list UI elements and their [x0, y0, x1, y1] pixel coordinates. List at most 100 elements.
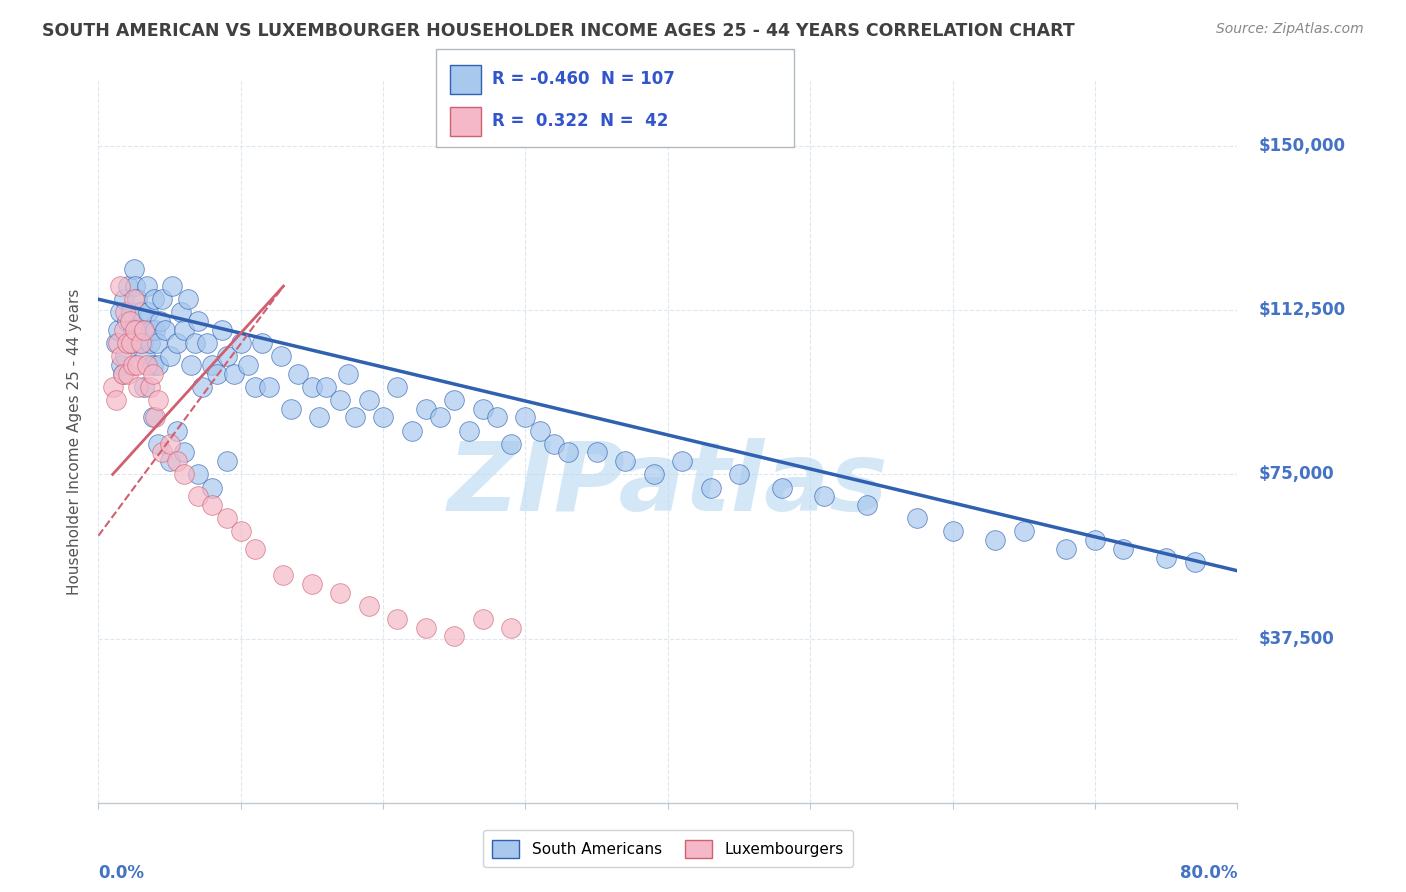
Point	[243, 380, 266, 394]
Point	[173, 445, 195, 459]
Point	[457, 424, 479, 438]
Point	[177, 292, 200, 306]
Point	[1056, 541, 1078, 556]
Point	[813, 489, 835, 503]
Point	[1154, 550, 1177, 565]
Point	[132, 380, 155, 394]
Point	[108, 279, 131, 293]
Point	[132, 323, 155, 337]
Point	[117, 279, 139, 293]
Point	[557, 445, 579, 459]
Text: SOUTH AMERICAN VS LUXEMBOURGER HOUSEHOLDER INCOME AGES 25 - 44 YEARS CORRELATION: SOUTH AMERICAN VS LUXEMBOURGER HOUSEHOLD…	[42, 22, 1076, 40]
Point	[146, 336, 169, 351]
Point	[155, 323, 177, 337]
Point	[124, 279, 146, 293]
Point	[134, 349, 156, 363]
Point	[585, 445, 607, 459]
Point	[250, 336, 273, 351]
Point	[501, 436, 523, 450]
Point	[111, 367, 134, 381]
Point	[122, 261, 145, 276]
Point	[201, 498, 224, 512]
Text: 0.0%: 0.0%	[98, 864, 145, 882]
Point	[415, 621, 437, 635]
Point	[114, 349, 136, 363]
Point	[301, 380, 323, 394]
Point	[308, 410, 330, 425]
Point	[129, 336, 152, 351]
Point	[856, 498, 879, 512]
Point	[111, 367, 134, 381]
Point	[128, 336, 150, 351]
Point	[222, 367, 245, 381]
Point	[770, 481, 793, 495]
Point	[125, 292, 148, 306]
Point	[643, 467, 665, 482]
Point	[114, 305, 136, 319]
Point	[515, 410, 537, 425]
Point	[699, 481, 721, 495]
Point	[205, 367, 228, 381]
Point	[180, 358, 202, 372]
Point	[486, 410, 509, 425]
Point	[211, 323, 233, 337]
Point	[1084, 533, 1107, 547]
Point	[110, 358, 132, 372]
Point	[129, 305, 152, 319]
Text: $75,000: $75,000	[1258, 466, 1334, 483]
Text: R =  0.322  N =  42: R = 0.322 N = 42	[492, 112, 668, 130]
Point	[108, 305, 131, 319]
Point	[329, 392, 352, 407]
Point	[529, 424, 551, 438]
Text: Source: ZipAtlas.com: Source: ZipAtlas.com	[1216, 22, 1364, 37]
Point	[135, 279, 157, 293]
Point	[131, 336, 153, 351]
Point	[101, 380, 124, 394]
Point	[343, 410, 366, 425]
Point	[191, 380, 214, 394]
Point	[501, 621, 523, 635]
Point	[125, 358, 148, 372]
Point	[135, 358, 157, 372]
Point	[195, 336, 218, 351]
Point	[201, 481, 224, 495]
Point	[471, 612, 494, 626]
Point	[121, 358, 143, 372]
Text: ZIPatlas: ZIPatlas	[447, 438, 889, 532]
Point	[173, 323, 195, 337]
Point	[148, 392, 170, 407]
Point	[145, 410, 167, 425]
Point	[187, 314, 209, 328]
Point	[149, 314, 172, 328]
Point	[280, 401, 302, 416]
Point	[287, 367, 309, 381]
Point	[336, 367, 359, 381]
Point	[415, 401, 437, 416]
Point	[118, 336, 141, 351]
Text: $37,500: $37,500	[1258, 630, 1334, 648]
Point	[187, 467, 209, 482]
Point	[118, 314, 141, 328]
Point	[127, 323, 149, 337]
Point	[148, 436, 170, 450]
Point	[1184, 555, 1206, 569]
Point	[107, 336, 129, 351]
Point	[429, 410, 451, 425]
Point	[905, 511, 928, 525]
Point	[152, 445, 174, 459]
Point	[142, 292, 165, 306]
Point	[301, 577, 323, 591]
Point	[387, 612, 409, 626]
Point	[117, 367, 139, 381]
Point	[215, 511, 238, 525]
Point	[132, 323, 155, 337]
Point	[543, 436, 565, 450]
Point	[110, 349, 132, 363]
Point	[173, 467, 195, 482]
Point	[357, 599, 380, 613]
Point	[1012, 524, 1035, 539]
Point	[166, 424, 188, 438]
Point	[120, 305, 142, 319]
Point	[145, 323, 167, 337]
Point	[115, 314, 138, 328]
